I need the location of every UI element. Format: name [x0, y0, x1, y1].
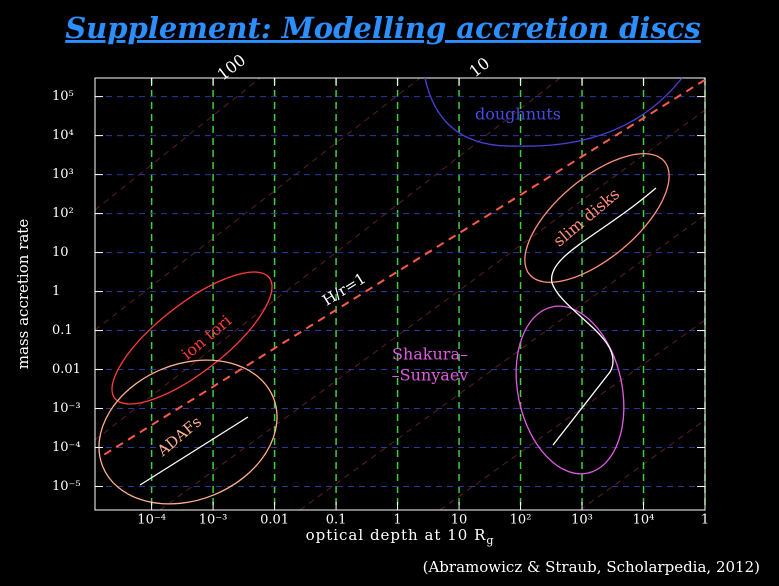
adafs-region: [98, 359, 278, 505]
source-citation: (Abramowicz & Straub, Scholarpedia, 2012…: [423, 558, 760, 576]
annotation: ADAFs: [153, 413, 205, 461]
x-tick-label: 10²: [510, 513, 532, 528]
x-tick-label: 10⁻⁴: [137, 513, 166, 528]
shakura-region: [515, 305, 625, 475]
y-tick-label: 0.1: [52, 323, 73, 338]
doughnuts-region: [424, 77, 683, 147]
x-tick-label: 10⁴: [633, 513, 655, 528]
background-contours: [94, 77, 706, 511]
y-axis-label: mass accretion rate: [14, 219, 32, 370]
y-tick-label: 10⁻³: [52, 401, 81, 416]
annotation: doughnuts: [475, 105, 561, 124]
y-tick-label: 10⁵: [52, 89, 74, 104]
line-label: H/r=1: [319, 269, 369, 309]
annotation: slim disks: [550, 184, 624, 250]
annotation: 100: [213, 50, 249, 84]
y-tick-label: 0.01: [52, 362, 81, 377]
x-tick-label: 1: [701, 513, 709, 528]
annotation: 10: [466, 53, 494, 81]
y-tick-label: 10⁻⁵: [52, 479, 81, 494]
y-tick-label: 10⁴: [52, 128, 74, 143]
x-tick-label: 0.01: [260, 513, 289, 528]
regions: [98, 77, 683, 505]
x-axis-label: optical depth at 10 Rg: [306, 526, 495, 547]
x-tick-label: 10³: [571, 513, 593, 528]
chart-title: Supplement: Modelling accretion discs: [65, 11, 701, 45]
x-tick-label: 0.1: [326, 513, 347, 528]
y-tick-label: 1: [52, 284, 60, 299]
adaf-curve: [139, 416, 249, 486]
grid: [95, 78, 706, 510]
annotation: –Sunyaev: [392, 366, 469, 385]
x-tick-label: 10⁻³: [199, 513, 228, 528]
y-tick-label: 10: [52, 245, 69, 260]
y-tick-label: 10⁻⁴: [52, 440, 81, 455]
y-tick-label: 10³: [52, 167, 74, 182]
x-tick-label: 10: [451, 513, 468, 528]
y-tick-label: 10²: [52, 206, 74, 221]
annotation: Shakura–: [392, 345, 468, 364]
x-axis-label-subscript: g: [486, 534, 494, 547]
data-line: [103, 78, 706, 456]
x-axis-label-main: optical depth at 10 R: [306, 526, 487, 544]
x-tick-label: 1: [393, 513, 401, 528]
disk-curve: [551, 187, 657, 446]
slim-disks-region: [524, 153, 670, 283]
plot-frame: [94, 77, 706, 511]
ion-tori-region: [111, 271, 273, 405]
